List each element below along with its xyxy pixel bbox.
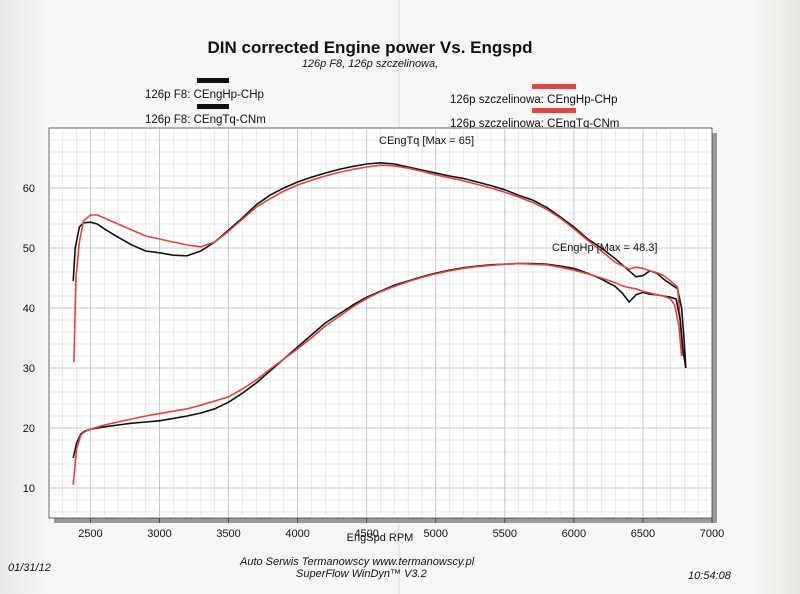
footer-company: Auto Serwis Termanowscy www.termanowscy.… [240,556,475,568]
legend-label-szcz-tq: 126p szczelinowa: CEngTq-CNm [450,118,620,130]
x-tick-label: 6500 [631,528,655,540]
chart-title: DIN corrected Engine power Vs. Engspd [207,38,533,57]
x-tick-label: 3000 [147,528,171,540]
x-tick-label: 4500 [354,528,378,540]
legend-label-f8-tq: 126p F8: CEngTq-CNm [145,114,266,126]
footer-software: SuperFlow WinDyn™ V3.2 [296,568,427,580]
legend-swatch-szcz-hp [532,84,576,89]
x-tick-label: 5500 [493,528,517,540]
x-tick-label: 7000 [700,528,724,540]
x-tick-label: 3500 [216,528,240,540]
legend-swatch-f8-tq [197,104,229,109]
y-tick-label: 20 [23,423,35,435]
x-tick-label: 6000 [562,528,586,540]
legend-swatch-szcz-tq [532,108,576,113]
footer-time: 10:54:08 [688,570,731,582]
y-tick-label: 40 [23,303,35,315]
y-tick-label: 10 [23,483,35,495]
x-tick-label: 2500 [78,528,102,540]
x-tick-label: 4000 [285,528,309,540]
legend-label-szcz-hp: 126p szczelinowa: CEngHp-CHp [450,94,618,106]
annotation-hp-max: CEngHp [Max = 48.3] [552,242,657,254]
legend-label-f8-hp: 126p F8: CEngHp-CHp [145,89,264,101]
footer-date: 01/31/12 [8,562,51,574]
series-line-4 [72,262,683,486]
y-tick-label: 30 [23,363,35,375]
legend-swatch-f8-hp [197,78,229,83]
x-tick-label: 5000 [424,528,448,540]
series-lines [72,162,687,486]
y-tick-label: 60 [23,183,35,195]
axis-ticks: 2500 3000 3500 4000 4500 5000 5500 6000 6500 7000… [23,183,724,540]
x-axis-label: EngSpd RPM [347,532,414,544]
annotation-tq-max: CEngTq [Max = 65] [379,135,474,147]
grid-lines [49,128,712,518]
series-line-2 [73,164,684,363]
series-line-1 [72,162,687,369]
y-tick-label: 50 [23,243,35,255]
chart-subtitle: 126p F8, 126p szczelinowa, [301,58,439,70]
